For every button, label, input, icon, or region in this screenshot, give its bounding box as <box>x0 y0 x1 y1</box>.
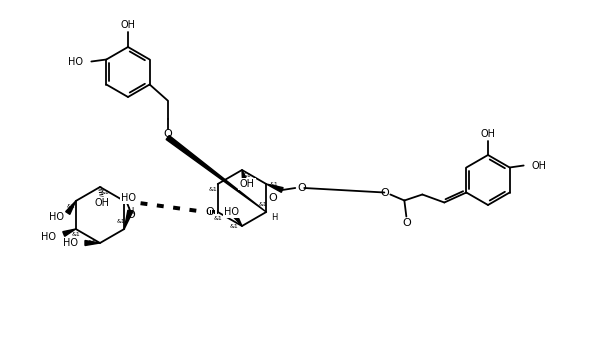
Text: &1: &1 <box>259 201 268 206</box>
Text: OH: OH <box>532 161 547 171</box>
Text: OH: OH <box>120 20 136 30</box>
Text: &1: &1 <box>208 186 217 191</box>
Polygon shape <box>65 201 76 215</box>
Text: &1: &1 <box>230 223 238 228</box>
Text: HO: HO <box>41 232 55 242</box>
Text: OH: OH <box>94 198 110 208</box>
Text: &1: &1 <box>67 203 75 208</box>
Text: O: O <box>163 129 172 139</box>
Polygon shape <box>242 170 247 183</box>
Polygon shape <box>124 210 133 229</box>
Polygon shape <box>166 136 266 212</box>
Text: O: O <box>127 210 136 220</box>
Text: HO: HO <box>121 193 136 203</box>
Text: &1: &1 <box>101 190 109 195</box>
Polygon shape <box>232 213 242 226</box>
Text: HO: HO <box>49 212 64 222</box>
Text: &1: &1 <box>242 172 251 177</box>
Text: HO: HO <box>63 238 78 248</box>
Text: O: O <box>402 217 411 227</box>
Polygon shape <box>63 229 76 236</box>
Text: HO: HO <box>68 56 83 66</box>
Text: O: O <box>269 193 278 203</box>
Text: &1: &1 <box>71 232 80 237</box>
Text: HO: HO <box>225 207 240 217</box>
Text: &1: &1 <box>128 198 137 203</box>
Text: H: H <box>127 206 133 216</box>
Text: H: H <box>271 212 277 221</box>
Text: &1: &1 <box>88 241 96 246</box>
Polygon shape <box>85 241 100 246</box>
Text: O: O <box>298 183 307 193</box>
Text: &1: &1 <box>117 218 126 223</box>
Text: O: O <box>205 207 214 217</box>
Text: OH: OH <box>480 129 496 139</box>
Text: &1: &1 <box>214 216 222 221</box>
Polygon shape <box>266 184 283 192</box>
Text: &1: &1 <box>270 181 278 186</box>
Text: O: O <box>380 187 389 197</box>
Text: OH: OH <box>240 179 254 189</box>
